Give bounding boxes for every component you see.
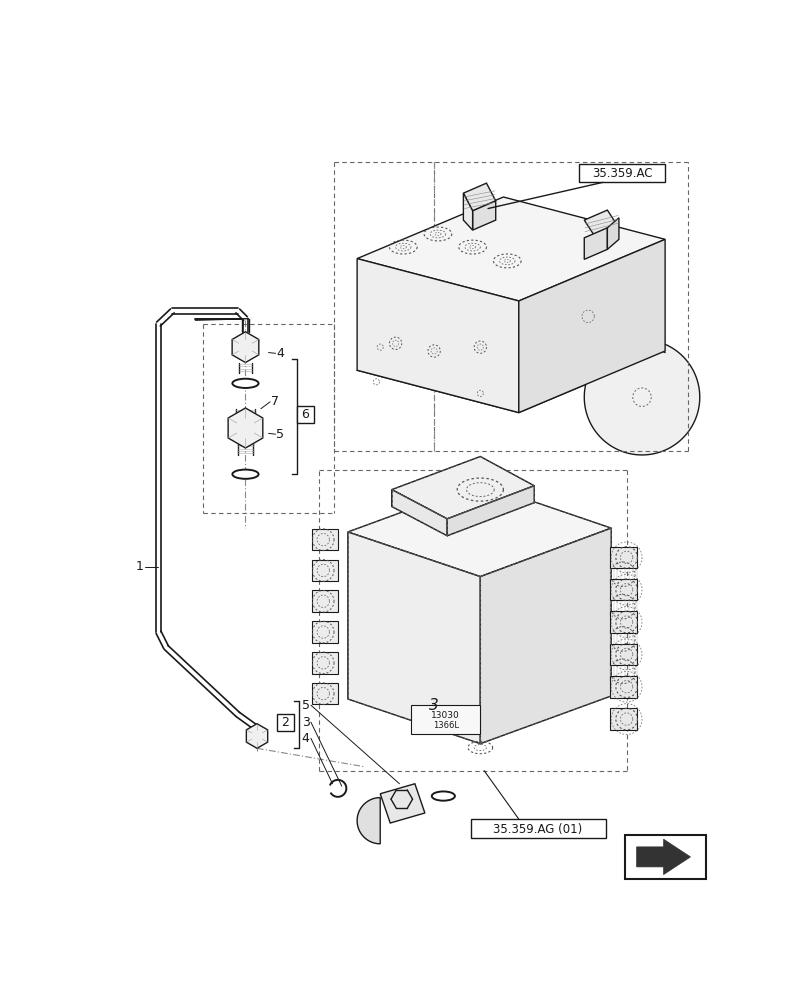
Polygon shape (313, 590, 338, 612)
Polygon shape (447, 486, 534, 536)
Polygon shape (313, 621, 338, 643)
Text: 4: 4 (276, 347, 284, 360)
Polygon shape (357, 197, 665, 301)
Text: 3: 3 (429, 698, 439, 713)
Bar (625, 835, 706, 879)
Polygon shape (610, 708, 637, 730)
Polygon shape (313, 652, 338, 674)
Bar (277, 714, 294, 731)
Text: 2: 2 (281, 716, 289, 729)
Polygon shape (246, 724, 267, 748)
Polygon shape (519, 239, 665, 413)
Polygon shape (584, 339, 700, 455)
Bar (411, 705, 480, 734)
Text: 5: 5 (276, 428, 284, 441)
Polygon shape (357, 798, 381, 844)
Polygon shape (392, 456, 534, 519)
Text: 13030: 13030 (431, 711, 460, 720)
Polygon shape (313, 683, 338, 704)
Polygon shape (313, 529, 338, 550)
Polygon shape (610, 547, 637, 568)
Polygon shape (381, 784, 425, 823)
Polygon shape (357, 259, 519, 413)
Text: ...: ... (442, 730, 449, 736)
Polygon shape (463, 183, 496, 211)
Ellipse shape (233, 379, 259, 388)
Polygon shape (584, 210, 619, 238)
Bar (579, 164, 665, 182)
Text: 7: 7 (271, 395, 279, 408)
Polygon shape (392, 490, 447, 536)
Polygon shape (348, 532, 480, 744)
Polygon shape (637, 839, 691, 875)
Polygon shape (610, 611, 637, 633)
Ellipse shape (431, 791, 455, 801)
Text: 1: 1 (136, 560, 144, 573)
Polygon shape (473, 201, 496, 230)
Bar (471, 819, 606, 838)
Polygon shape (228, 408, 263, 448)
Bar (297, 406, 314, 423)
Text: 3: 3 (301, 716, 309, 729)
Polygon shape (313, 560, 338, 581)
Polygon shape (584, 228, 608, 259)
Polygon shape (232, 332, 259, 363)
Polygon shape (348, 483, 611, 577)
Polygon shape (608, 218, 619, 249)
Text: 1366L: 1366L (432, 721, 459, 730)
Polygon shape (610, 579, 637, 600)
Polygon shape (610, 644, 637, 665)
Polygon shape (463, 193, 473, 230)
Text: 35.359.AG (01): 35.359.AG (01) (494, 823, 583, 836)
Polygon shape (610, 676, 637, 698)
Polygon shape (480, 528, 611, 744)
Text: 6: 6 (301, 408, 309, 421)
Text: 4: 4 (301, 732, 309, 745)
Text: 5: 5 (301, 699, 309, 712)
Text: 35.359.AC: 35.359.AC (591, 167, 652, 180)
Ellipse shape (233, 470, 259, 479)
